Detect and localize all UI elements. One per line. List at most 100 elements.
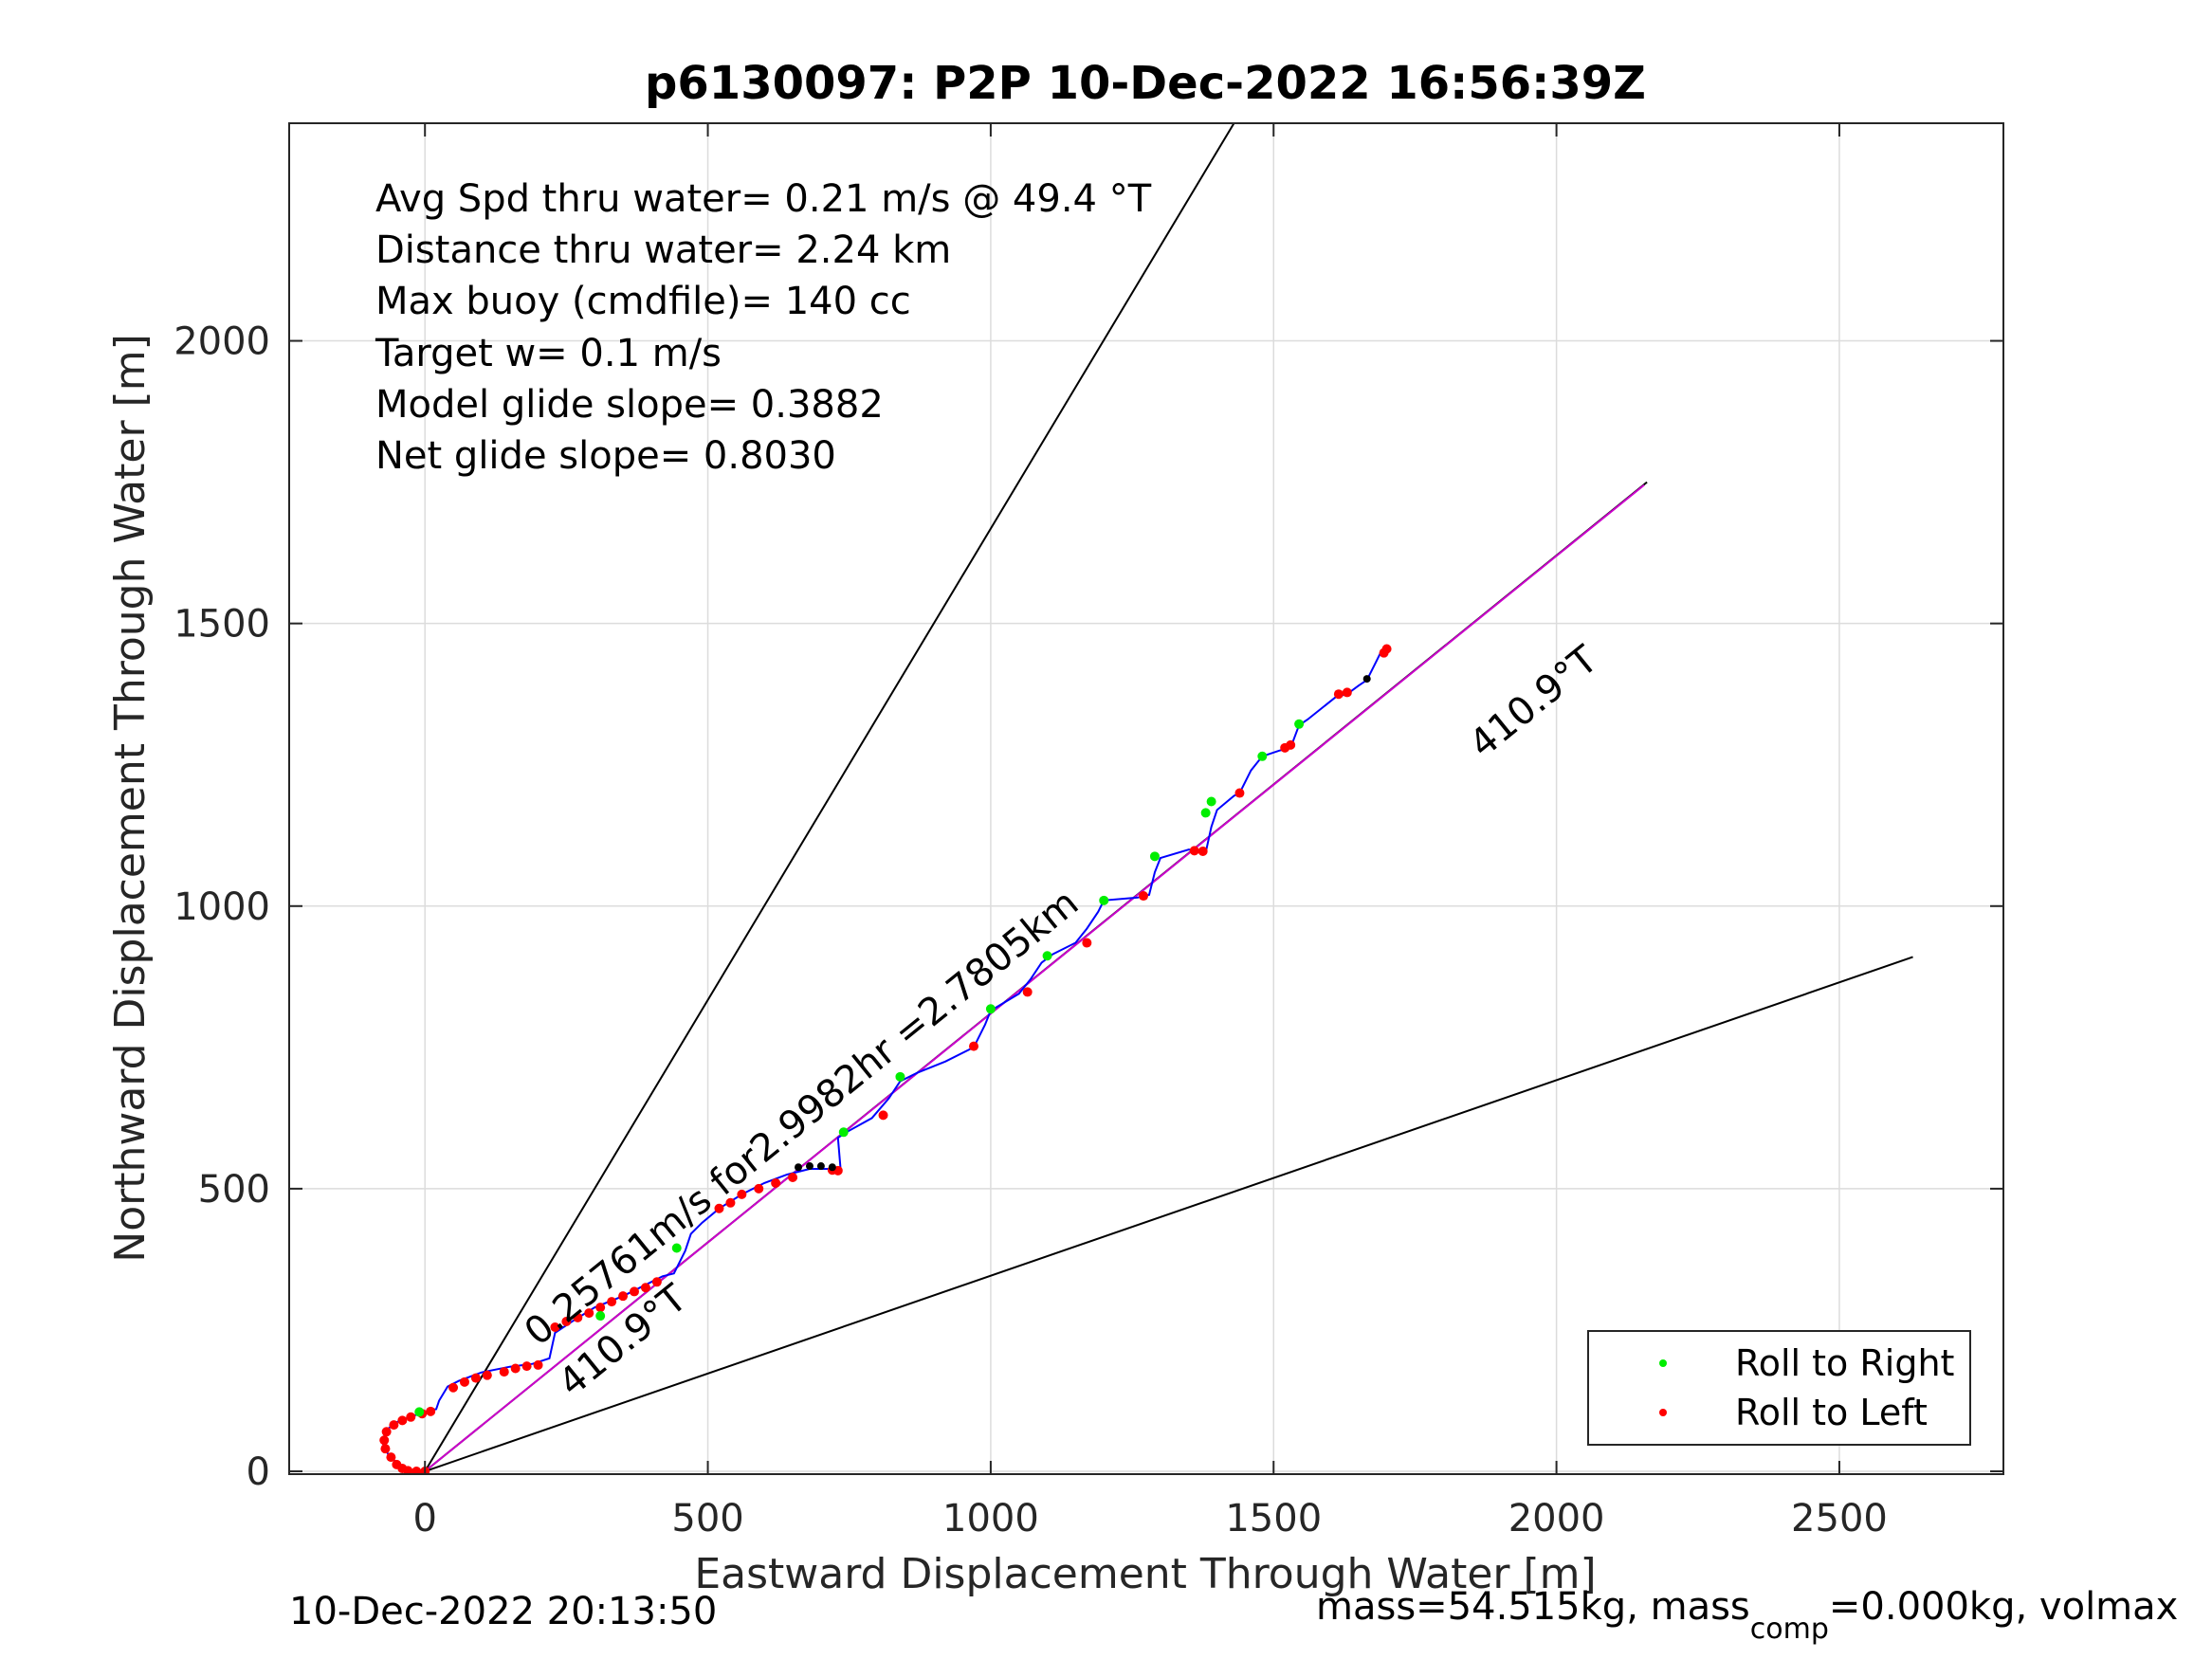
x-tick-label: 500 (671, 1497, 743, 1540)
roll-left-point (584, 1308, 594, 1319)
roll-left-point (573, 1312, 583, 1322)
x-tick-label: 2000 (1508, 1497, 1605, 1540)
info-net-glide: Net glide slope= 0.8030 (375, 434, 836, 478)
reference-line-1 (424, 123, 1235, 1472)
roll-left-point (482, 1370, 492, 1380)
roll-left-point (878, 1110, 888, 1121)
reference-line-3 (424, 956, 1913, 1472)
roll-left-point (406, 1412, 416, 1422)
roll-left-point (381, 1427, 392, 1437)
y-tick-label: 0 (247, 1450, 270, 1494)
roll-left-point (595, 1303, 606, 1313)
roll-left-point (1189, 846, 1199, 856)
roll-left-point (499, 1367, 509, 1377)
info-model-glide: Model glide slope= 0.3882 (375, 383, 884, 427)
plot-area (289, 123, 2003, 1474)
roll-left-point (629, 1286, 639, 1297)
x-axis-label: Eastward Displacement Through Water [m] (694, 1550, 1596, 1598)
x-tick-label: 2500 (1791, 1497, 1888, 1540)
surface-point (795, 1163, 803, 1172)
roll-left-point (1082, 938, 1092, 948)
footer-mass-subscript: comp (1750, 1613, 1829, 1646)
roll-left-point (737, 1189, 747, 1199)
roll-right-point (1149, 851, 1160, 862)
roll-left-point (640, 1283, 650, 1293)
roll-right-point (414, 1407, 425, 1417)
roll-left-point (607, 1297, 617, 1307)
chart-title: p6130097: P2P 10-Dec-2022 16:56:39Z (645, 57, 1646, 110)
roll-left-point (379, 1435, 390, 1446)
y-tick-label: 2000 (174, 320, 270, 364)
roll-left-point (754, 1183, 764, 1194)
roll-right-point (838, 1127, 849, 1138)
info-max-buoy: Max buoy (cmdfile)= 140 cc (375, 280, 911, 323)
footer-mass-prefix: mass=54.515kg, mass (1316, 1585, 1750, 1629)
roll-left-point (771, 1177, 781, 1188)
roll-right-point (1206, 796, 1216, 807)
roll-left-point (1286, 739, 1296, 750)
roll-left-point (969, 1041, 979, 1051)
roll-left-point (533, 1359, 543, 1370)
footer-timestamp: 10-Dec-2022 20:13:50 (289, 1590, 717, 1633)
roll-left-point (386, 1452, 396, 1463)
legend-label-roll-right: Roll to Right (1735, 1342, 1954, 1384)
roll-left-point (380, 1444, 391, 1454)
plot-marks (379, 123, 1913, 1474)
y-tick-label: 1500 (174, 603, 270, 647)
roll-left-point (510, 1363, 521, 1374)
axes-box (288, 122, 2004, 1475)
roll-right-point (985, 1004, 996, 1014)
x-tick-label: 1500 (1225, 1497, 1322, 1540)
roll-left-point (1234, 788, 1245, 798)
roll-left-point (403, 1466, 413, 1474)
roll-left-point (397, 1415, 408, 1426)
roll-left-point (618, 1291, 629, 1302)
roll-left-point (389, 1420, 399, 1431)
surface-point (805, 1162, 814, 1171)
roll-left-point (521, 1361, 532, 1372)
legend-box (1587, 1330, 1971, 1446)
roll-right-point (671, 1243, 682, 1253)
surface-point (828, 1163, 836, 1172)
roll-left-point (714, 1203, 724, 1213)
roll-left-point (651, 1277, 662, 1287)
roll-left-point (459, 1376, 469, 1387)
surface-point (816, 1162, 825, 1171)
legend-marker-roll-right (1659, 1359, 1667, 1367)
roll-right-point (1099, 895, 1109, 905)
target-heading-line (424, 483, 1645, 1472)
roll-right-point (1294, 719, 1305, 729)
roll-left-point (550, 1322, 560, 1332)
x-tick-label: 0 (412, 1497, 436, 1540)
legend-label-roll-left: Roll to Left (1735, 1392, 1928, 1433)
info-text-block: Avg Spd thru water= 0.21 m/s @ 49.4 °T D… (375, 177, 1152, 478)
y-tick-label: 500 (198, 1168, 270, 1212)
roll-left-point (448, 1382, 459, 1393)
roll-right-point (895, 1071, 905, 1082)
roll-left-point (1381, 644, 1392, 654)
roll-right-point (1042, 951, 1052, 961)
roll-left-point (1333, 689, 1344, 700)
y-tick-label: 1000 (174, 885, 270, 929)
roll-left-point (470, 1373, 481, 1383)
footer-mass-info: mass=54.515kg, masscomp=0.000kg, volmax (1316, 1585, 2178, 1646)
info-target-w: Target w= 0.1 m/s (375, 332, 722, 375)
roll-right-point (1257, 751, 1268, 761)
roll-right-point (595, 1311, 606, 1322)
roll-left-point (1342, 687, 1352, 698)
info-distance: Distance thru water= 2.24 km (375, 228, 951, 272)
y-axis-label: Northward Displacement Through Water [m] (106, 334, 155, 1262)
roll-left-point (725, 1197, 736, 1208)
legend-marker-roll-left (1659, 1409, 1667, 1416)
axis-ticks: 0 500 1000 1500 2000 2500 0 500 1000 1500 2000 (174, 123, 2003, 1540)
roll-left-point (1139, 891, 1149, 902)
x-tick-label: 1000 (942, 1497, 1039, 1540)
grid-lines (289, 123, 2003, 1474)
roll-left-point (561, 1317, 572, 1327)
roll-left-point (426, 1406, 436, 1416)
roll-left-point (1022, 987, 1033, 997)
info-avg-speed: Avg Spd thru water= 0.21 m/s @ 49.4 °T (375, 177, 1152, 221)
roll-right-point (1200, 808, 1211, 818)
roll-left-point (788, 1172, 798, 1182)
